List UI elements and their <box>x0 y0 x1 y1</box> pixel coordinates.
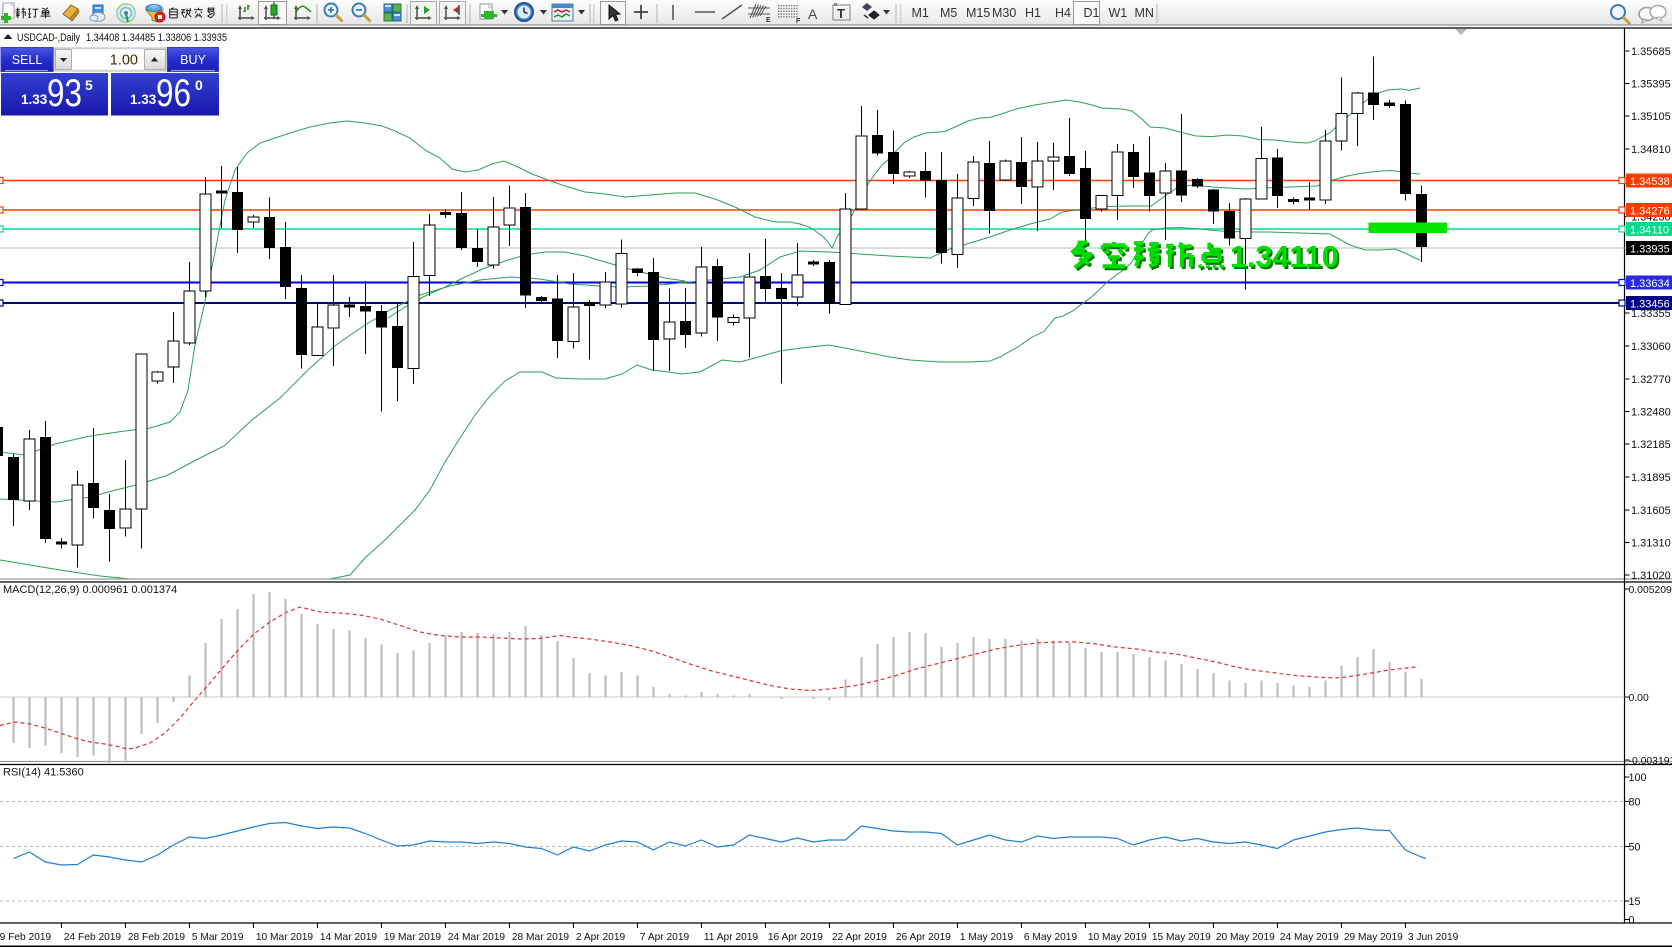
svg-text:1 May 2019: 1 May 2019 <box>960 932 1014 943</box>
svg-text:1.32480: 1.32480 <box>1631 407 1671 419</box>
svg-text:15: 15 <box>1629 896 1641 908</box>
svg-text:1.34110: 1.34110 <box>1232 242 1341 276</box>
svg-text:1.00: 1.00 <box>110 53 138 69</box>
svg-text:BUY: BUY <box>180 53 206 67</box>
svg-text:1.33060: 1.33060 <box>1631 341 1671 353</box>
svg-text:10 May 2019: 10 May 2019 <box>1088 932 1147 943</box>
svg-text:96: 96 <box>156 72 191 115</box>
svg-text:5: 5 <box>85 77 93 93</box>
svg-text:10 Mar 2019: 10 Mar 2019 <box>256 932 314 943</box>
svg-text:M15: M15 <box>966 6 990 20</box>
svg-text:D1: D1 <box>1084 6 1100 20</box>
svg-text:80: 80 <box>1629 797 1641 809</box>
svg-text:24 Mar 2019: 24 Mar 2019 <box>448 932 506 943</box>
svg-text:15 May 2019: 15 May 2019 <box>1152 932 1211 943</box>
svg-text:1.33634: 1.33634 <box>1630 278 1670 290</box>
svg-text:T: T <box>837 6 845 21</box>
svg-text:E: E <box>766 17 771 24</box>
svg-text:1.32185: 1.32185 <box>1631 439 1671 451</box>
svg-text:MN: MN <box>1135 6 1154 20</box>
svg-text:0.005209: 0.005209 <box>1629 585 1672 596</box>
svg-text:M5: M5 <box>940 6 957 20</box>
svg-text:2 Apr 2019: 2 Apr 2019 <box>576 932 626 943</box>
svg-text:0.00: 0.00 <box>1629 693 1649 704</box>
svg-text:1.33: 1.33 <box>130 92 157 107</box>
svg-text:1.34110: 1.34110 <box>1630 225 1669 237</box>
svg-text:11 Apr 2019: 11 Apr 2019 <box>704 932 759 943</box>
svg-text:20 May 2019: 20 May 2019 <box>1216 932 1275 943</box>
svg-text:1.31895: 1.31895 <box>1631 472 1671 484</box>
svg-text:1.34408 1.34485 1.33806 1.3393: 1.34408 1.34485 1.33806 1.33935 <box>86 32 227 44</box>
svg-text:M1: M1 <box>912 6 929 20</box>
svg-text:1.31020: 1.31020 <box>1631 570 1671 582</box>
svg-text:29 May 2019: 29 May 2019 <box>1344 932 1403 943</box>
svg-text:F: F <box>796 18 801 25</box>
svg-text:USDCAD-,Daily: USDCAD-,Daily <box>17 32 80 44</box>
svg-text:1.35685: 1.35685 <box>1631 46 1671 58</box>
svg-text:SELL: SELL <box>12 53 43 67</box>
svg-text:1.31310: 1.31310 <box>1631 538 1671 550</box>
svg-text:7 Apr 2019: 7 Apr 2019 <box>640 932 690 943</box>
svg-text:0: 0 <box>195 77 203 93</box>
svg-text:0: 0 <box>1629 915 1635 927</box>
svg-text:100: 100 <box>1629 772 1647 784</box>
svg-text:16 Apr 2019: 16 Apr 2019 <box>768 932 823 943</box>
svg-text:3 Jun 2019: 3 Jun 2019 <box>1408 932 1459 943</box>
svg-text:1.33456: 1.33456 <box>1630 299 1670 311</box>
svg-text:24 Feb 2019: 24 Feb 2019 <box>64 932 122 943</box>
svg-text:H1: H1 <box>1025 6 1041 20</box>
svg-text:26 Apr 2019: 26 Apr 2019 <box>896 932 951 943</box>
svg-text:1.34538: 1.34538 <box>1630 176 1670 188</box>
svg-text:19 Mar 2019: 19 Mar 2019 <box>384 932 442 943</box>
svg-text:14 Mar 2019: 14 Mar 2019 <box>320 932 378 943</box>
svg-text:1.33355: 1.33355 <box>1631 308 1671 320</box>
svg-text:1.34276: 1.34276 <box>1630 206 1670 218</box>
svg-text:24 May 2019: 24 May 2019 <box>1280 932 1339 943</box>
svg-text:1.33935: 1.33935 <box>1630 244 1670 256</box>
svg-text:50: 50 <box>1629 842 1641 854</box>
svg-text:MACD(12,26,9) 0.000961 0.00137: MACD(12,26,9) 0.000961 0.001374 <box>3 584 177 596</box>
svg-text:19 Feb 2019: 19 Feb 2019 <box>0 932 52 943</box>
svg-text:RSI(14) 41.5360: RSI(14) 41.5360 <box>3 767 84 779</box>
svg-text:1.34810: 1.34810 <box>1631 144 1671 156</box>
svg-text:H4: H4 <box>1055 6 1071 20</box>
svg-text:M30: M30 <box>992 6 1016 20</box>
svg-text:-0.003191: -0.003191 <box>1629 756 1672 767</box>
svg-text:A: A <box>808 6 818 22</box>
svg-text:W1: W1 <box>1109 6 1128 20</box>
svg-text:22 Apr 2019: 22 Apr 2019 <box>832 932 887 943</box>
svg-text:1.34110: 1.34110 <box>1230 240 1339 274</box>
svg-text:1.31605: 1.31605 <box>1631 505 1671 517</box>
svg-text:1.35395: 1.35395 <box>1631 79 1671 91</box>
svg-text:1.35105: 1.35105 <box>1631 111 1671 123</box>
svg-text:28 Feb 2019: 28 Feb 2019 <box>128 932 186 943</box>
svg-text:5 Mar 2019: 5 Mar 2019 <box>192 932 244 943</box>
svg-text:1.33: 1.33 <box>21 92 48 107</box>
svg-text:93: 93 <box>47 72 82 115</box>
svg-text:1.32770: 1.32770 <box>1631 374 1671 386</box>
svg-text:28 Mar 2019: 28 Mar 2019 <box>512 932 570 943</box>
svg-text:6 May 2019: 6 May 2019 <box>1024 932 1078 943</box>
